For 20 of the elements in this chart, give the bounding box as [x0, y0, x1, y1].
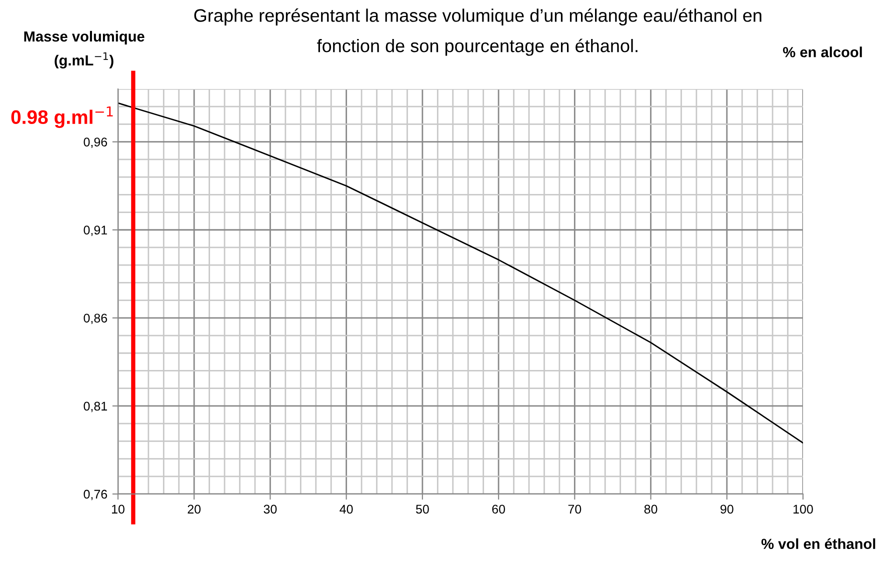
y-tick-label: 0,76	[84, 490, 108, 500]
x-tick-label: 10	[112, 504, 124, 514]
x-tick-label: 50	[416, 504, 429, 514]
y-axis-title: Masse volumique (g.mL$^{−1}$)	[24, 30, 144, 68]
ref-line-label: 0.98 g.ml$^{−1}$	[11, 106, 113, 128]
x-tick-label: 60	[492, 504, 506, 514]
x-tick-label: 30	[264, 504, 277, 514]
y-tick-label: 0,86	[84, 314, 108, 324]
y-tick-label: 0,96	[84, 138, 108, 148]
x-tick-label: 90	[720, 504, 734, 514]
chart-title: Graphe représentant la masse volumique d’un mélange eau/éthanol en fonction de son pourcentage en éthanol.	[194, 8, 762, 56]
x-tick-label: 100	[794, 504, 813, 514]
text: % en alcool	[783, 46, 862, 58]
x-tick-label: 40	[340, 504, 353, 514]
y-tick-label: 0,91	[84, 226, 107, 236]
x-tick-label: 70	[568, 504, 582, 514]
x-tick-label: 80	[644, 504, 658, 514]
y-tick-label: 0,81	[84, 402, 107, 412]
x-axis-title: % vol en éthanol	[761, 538, 876, 550]
x-tick-label: 20	[188, 504, 201, 514]
